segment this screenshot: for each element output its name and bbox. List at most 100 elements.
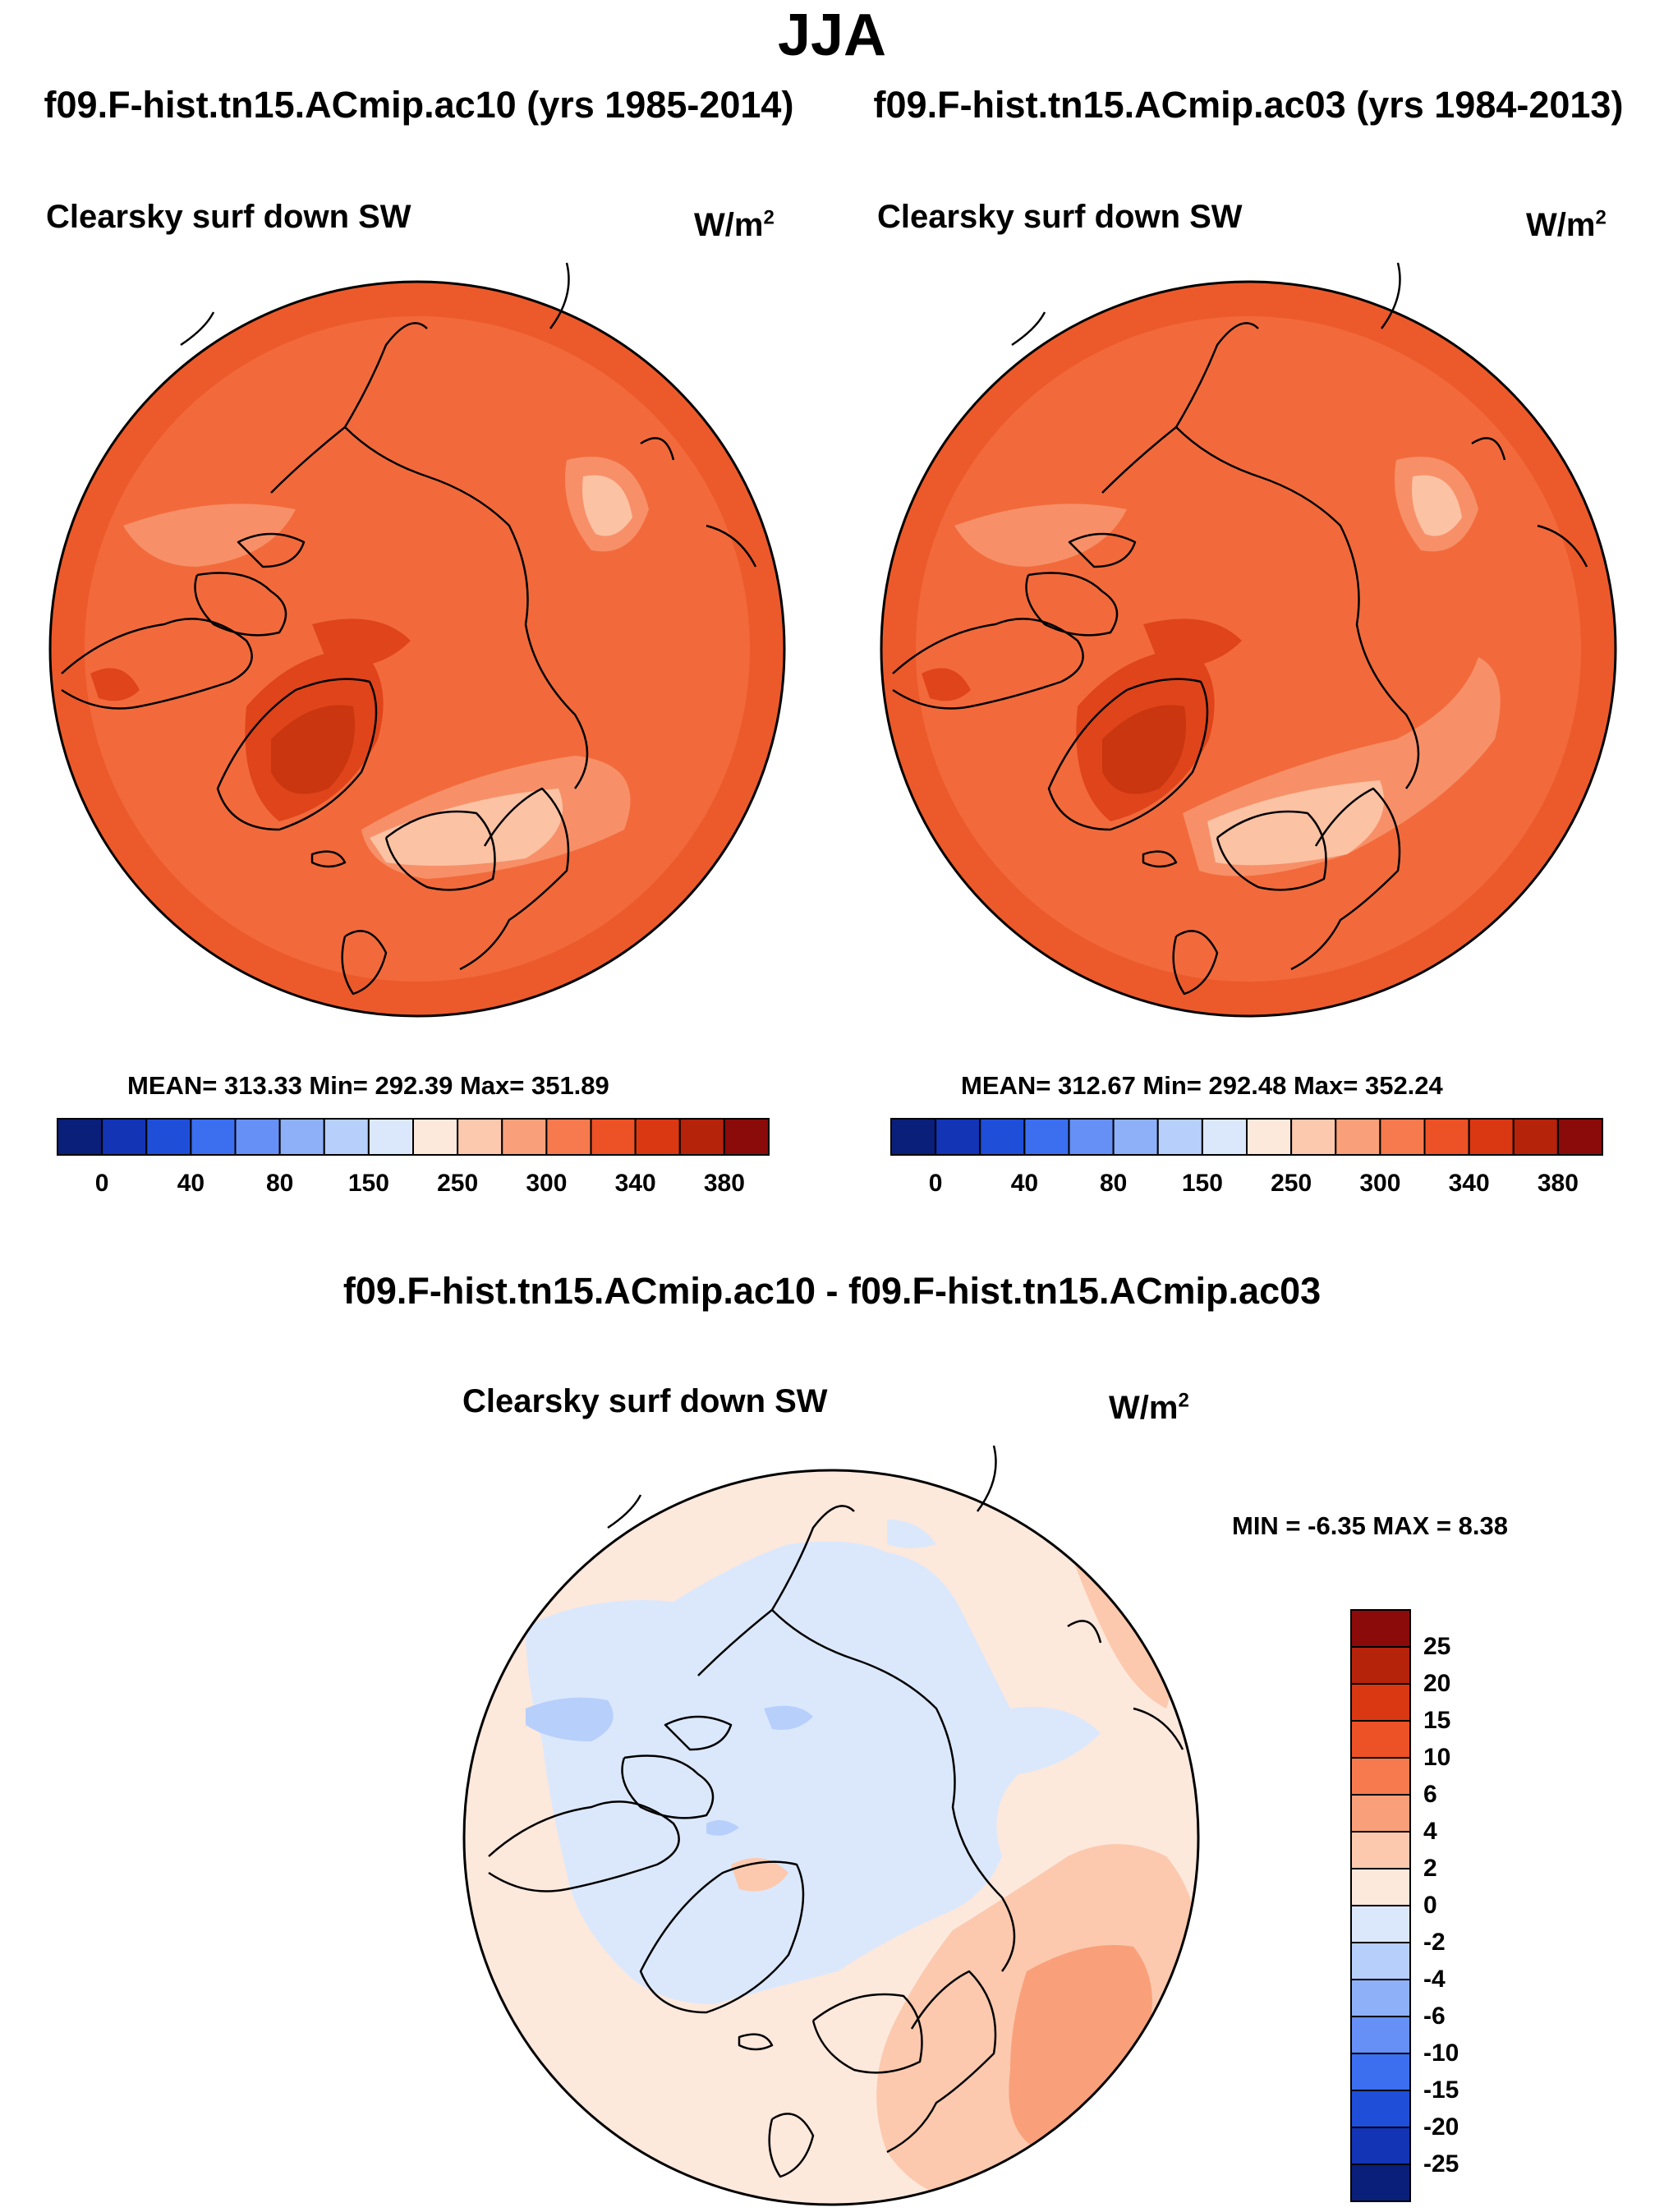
colorbar-diff-tick-label: -20: [1423, 2113, 1459, 2141]
colorbar-diff-tick-label: 0: [1423, 1892, 1437, 1919]
colorbar-left-swatch: [57, 1118, 103, 1156]
colorbar-diff-tick-label: 15: [1423, 1707, 1451, 1734]
colorbar-right-tick-label: 0: [928, 1170, 943, 1197]
colorbar-right-swatch: [1246, 1118, 1293, 1156]
run-label-left: f09.F-hist.tn15.ACmip.ac10 (yrs 1985-201…: [44, 84, 794, 126]
map-diff-frame: [462, 1469, 1200, 2206]
colorbar-diff-tick-label: 10: [1423, 1744, 1451, 1771]
colorbar-right-swatch: [1023, 1118, 1070, 1156]
colorbar-left-swatch: [457, 1118, 503, 1156]
panel-right-stats: MEAN= 312.67 Min= 292.48 Max= 352.24: [961, 1071, 1443, 1100]
diff-units: W/m2: [1109, 1389, 1189, 1426]
diff-title: f09.F-hist.tn15.ACmip.ac10 - f09.F-hist.…: [342, 1270, 1322, 1312]
colorbar-diff-swatch: [1350, 1942, 1411, 1980]
colorbar-diff-tick-label: -6: [1423, 2003, 1446, 2030]
colorbar-diff-tick-label: 4: [1423, 1818, 1437, 1845]
colorbar-right-swatch: [1335, 1118, 1381, 1156]
colorbar-left-swatch: [412, 1118, 459, 1156]
colorbar-diff-tick-label: 2: [1423, 1855, 1437, 1882]
panel-left-stats: MEAN= 313.33 Min= 292.39 Max= 351.89: [127, 1071, 609, 1100]
map-diff-coastlines: [488, 1445, 1184, 2178]
colorbar-right-tick-label: 340: [1448, 1170, 1490, 1197]
colorbar-left-swatch: [145, 1118, 192, 1156]
diff-minmax: MIN = -6.35 MAX = 8.38: [1232, 1511, 1508, 1540]
colorbar-diff-tick-label: -10: [1423, 2040, 1459, 2067]
map-left-coastlines: [61, 262, 757, 996]
colorbar-right-swatch: [1290, 1118, 1337, 1156]
colorbar-left-swatch: [101, 1118, 148, 1156]
colorbar-diff: [1350, 1609, 1411, 2202]
colorbar-diff-swatch: [1350, 1794, 1411, 1833]
colorbar-left-swatch: [501, 1118, 548, 1156]
panel-right-units: W/m2: [1526, 206, 1607, 243]
colorbar-diff-tick-label: -25: [1423, 2150, 1459, 2178]
colorbar-diff-tick-label: -2: [1423, 1929, 1446, 1956]
colorbar-left-swatch: [367, 1118, 414, 1156]
colorbar-diff-swatch: [1350, 2016, 1411, 2054]
colorbar-diff-swatch: [1350, 1609, 1411, 1648]
colorbar-right-swatch: [1423, 1118, 1470, 1156]
colorbar-right-tick-label: 150: [1181, 1170, 1223, 1197]
colorbar-left-tick-label: 40: [177, 1170, 205, 1197]
colorbar-diff-tick-label: -4: [1423, 1966, 1446, 1993]
colorbar-right: [890, 1118, 1603, 1156]
map-diff: [464, 1470, 1198, 2205]
panel-left-variable: Clearsky surf down SW: [46, 199, 411, 235]
colorbar-right-tick-label: 250: [1271, 1170, 1312, 1197]
colorbar-left-tick-label: 150: [347, 1170, 389, 1197]
colorbar-left-tick-label: 0: [94, 1170, 109, 1197]
colorbar-diff-swatch: [1350, 1720, 1411, 1759]
colorbar-right-swatch: [979, 1118, 1026, 1156]
colorbar-right-swatch: [1201, 1118, 1248, 1156]
map-right-frame: [880, 280, 1617, 1018]
colorbar-diff-tick-label: 20: [1423, 1670, 1451, 1697]
colorbar-right-swatch: [1512, 1118, 1559, 1156]
colorbar-right-swatch: [1556, 1118, 1603, 1156]
colorbar-left-tick-label: 380: [703, 1170, 745, 1197]
colorbar-left-swatch: [634, 1118, 681, 1156]
colorbar-diff-swatch: [1350, 1683, 1411, 1722]
colorbar-left-tick-label: 300: [526, 1170, 568, 1197]
colorbar-left-swatch: [545, 1118, 592, 1156]
colorbar-left-swatch: [234, 1118, 281, 1156]
colorbar-left-tick-label: 250: [437, 1170, 479, 1197]
colorbar-diff-swatch: [1350, 1979, 1411, 2017]
colorbar-right-swatch: [935, 1118, 981, 1156]
colorbar-diff-tick-label: 25: [1423, 1633, 1451, 1660]
colorbar-diff-swatch: [1350, 2127, 1411, 2165]
colorbar-right-swatch: [890, 1118, 937, 1156]
map-left: [50, 282, 784, 1016]
colorbar-diff-swatch: [1350, 2090, 1411, 2128]
colorbar-right-tick-label: 300: [1359, 1170, 1401, 1197]
colorbar-left: [57, 1118, 770, 1156]
colorbar-right-tick-label: 80: [1099, 1170, 1128, 1197]
colorbar-diff-tick-label: -15: [1423, 2076, 1459, 2104]
figure-title: JJA: [777, 2, 887, 68]
colorbar-right-swatch: [1156, 1118, 1203, 1156]
colorbar-right-swatch: [1112, 1118, 1159, 1156]
colorbar-left-swatch: [590, 1118, 637, 1156]
colorbar-left-swatch: [723, 1118, 770, 1156]
colorbar-diff-swatch: [1350, 2164, 1411, 2202]
colorbar-left-tick-label: 80: [265, 1170, 294, 1197]
colorbar-right-swatch: [1379, 1118, 1426, 1156]
map-right-coastlines: [892, 262, 1588, 996]
colorbar-diff-swatch: [1350, 2053, 1411, 2091]
colorbar-left-swatch: [323, 1118, 370, 1156]
colorbar-diff-swatch: [1350, 1757, 1411, 1796]
panel-right-variable: Clearsky surf down SW: [877, 199, 1243, 235]
colorbar-left-swatch: [190, 1118, 237, 1156]
colorbar-diff-tick-label: 6: [1423, 1781, 1437, 1808]
panel-left-units: W/m2: [694, 206, 775, 243]
colorbar-left-tick-label: 340: [614, 1170, 656, 1197]
colorbar-diff-swatch: [1350, 1831, 1411, 1869]
colorbar-right-swatch: [1468, 1118, 1515, 1156]
colorbar-left-swatch: [678, 1118, 725, 1156]
colorbar-diff-swatch: [1350, 1646, 1411, 1685]
run-label-right: f09.F-hist.tn15.ACmip.ac03 (yrs 1984-201…: [873, 84, 1624, 126]
map-right: [881, 282, 1616, 1016]
colorbar-right-tick-label: 380: [1537, 1170, 1579, 1197]
colorbar-diff-swatch: [1350, 1868, 1411, 1906]
colorbar-left-swatch: [278, 1118, 325, 1156]
